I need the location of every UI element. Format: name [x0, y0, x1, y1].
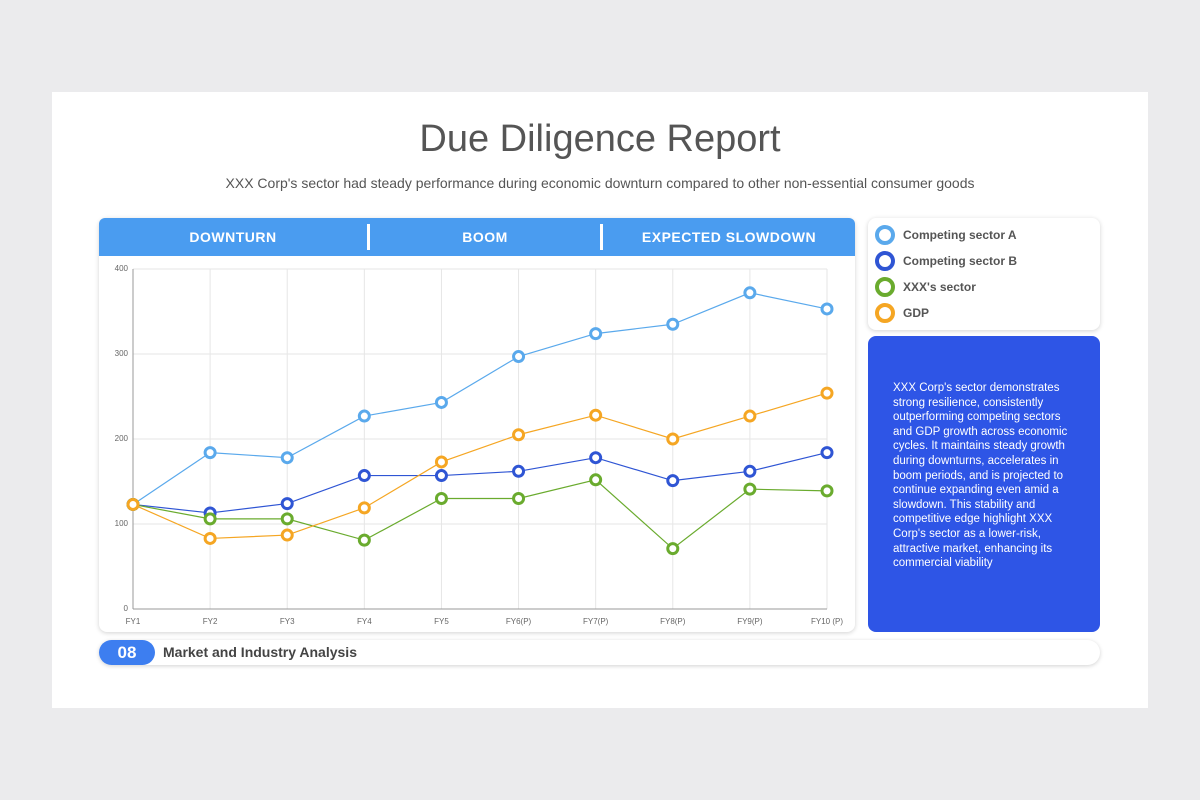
- x-tick-label: FY10 (P): [811, 617, 843, 626]
- marker: [820, 386, 834, 400]
- title: Due Diligence Report: [419, 118, 781, 160]
- marker: [743, 286, 757, 300]
- marker: [203, 446, 217, 460]
- marker: [203, 531, 217, 545]
- y-tick-label: 100: [115, 519, 129, 528]
- marker: [589, 408, 603, 422]
- section-label: Market and Industry Analysis: [163, 644, 357, 660]
- series-line: [132, 292, 828, 505]
- marker: [280, 451, 294, 465]
- marker: [357, 409, 371, 423]
- marker: [280, 528, 294, 542]
- footer: [99, 640, 1100, 665]
- marker: [280, 497, 294, 511]
- x-tick-label: FY5: [434, 617, 449, 626]
- x-tick-label: FY7(P): [583, 617, 609, 626]
- marker: [434, 492, 448, 505]
- x-tick-label: FY9(P): [737, 617, 763, 626]
- y-tick-label: 0: [124, 604, 129, 613]
- series-line: [132, 452, 828, 514]
- x-tick-label: FY3: [280, 617, 295, 626]
- phase-label: EXPECTED SLOWDOWN: [641, 229, 817, 245]
- series-line: [132, 392, 828, 540]
- marker: [820, 484, 834, 498]
- marker: [666, 542, 680, 556]
- marker: [743, 464, 757, 478]
- page-number: 08: [99, 640, 155, 665]
- marker: [820, 446, 834, 460]
- legend-label: XXX's sector: [903, 280, 976, 294]
- legend-item: Competing sector B: [868, 248, 1100, 274]
- marker: [203, 512, 217, 526]
- marker: [512, 428, 526, 442]
- marker: [512, 464, 526, 478]
- marker: [434, 455, 448, 469]
- marker: [666, 474, 680, 488]
- subtitle: XXX Corp's sector had steady performance…: [225, 175, 975, 191]
- x-tick-label: FY8(P): [660, 617, 686, 626]
- marker: [434, 469, 448, 483]
- marker: [126, 497, 140, 511]
- marker: [512, 350, 526, 364]
- phase-bar: DOWNTURN BOOM EXPECTED SLOWDOWN: [99, 218, 855, 256]
- legend-swatch: [875, 303, 895, 323]
- legend-item: Competing sector A: [868, 222, 1100, 248]
- marker: [357, 469, 371, 483]
- marker: [357, 533, 371, 547]
- marker: [357, 501, 371, 515]
- x-tick-label: FY1: [126, 617, 141, 626]
- legend-swatch: [875, 277, 895, 297]
- marker: [589, 473, 603, 487]
- legend-label: Competing sector B: [903, 254, 1018, 268]
- legend-swatch: [875, 251, 895, 271]
- marker: [589, 451, 603, 465]
- marker: [743, 409, 757, 423]
- marker: [434, 395, 448, 409]
- legend-item: GDP: [868, 300, 1100, 326]
- y-tick-label: 200: [115, 434, 129, 443]
- marker: [280, 512, 294, 526]
- marker: [589, 327, 603, 341]
- legend-label: GDP: [903, 306, 930, 320]
- x-tick-label: FY4: [357, 617, 372, 626]
- legend-item: XXX's sector: [868, 274, 1100, 300]
- phase-label: DOWNTURN: [189, 229, 277, 245]
- y-tick-label: 400: [115, 264, 129, 273]
- x-tick-label: FY6(P): [506, 617, 532, 626]
- marker: [743, 482, 757, 496]
- series-line: [132, 479, 828, 550]
- y-tick-label: 300: [115, 349, 129, 358]
- marker: [666, 317, 680, 331]
- note-box: [868, 336, 1100, 632]
- marker: [820, 302, 834, 316]
- chart-panel: [99, 218, 855, 632]
- note-text: XXX Corp's sector demonstrates strong re…: [893, 382, 1068, 570]
- marker: [512, 492, 526, 505]
- legend: Competing sector A Competing sector B XXX'…: [868, 218, 1100, 330]
- legend-swatch: [875, 225, 895, 245]
- marker: [666, 432, 680, 446]
- phase-label: BOOM: [367, 224, 603, 250]
- legend-label: Competing sector A: [903, 228, 1017, 242]
- x-tick-label: FY2: [203, 617, 218, 626]
